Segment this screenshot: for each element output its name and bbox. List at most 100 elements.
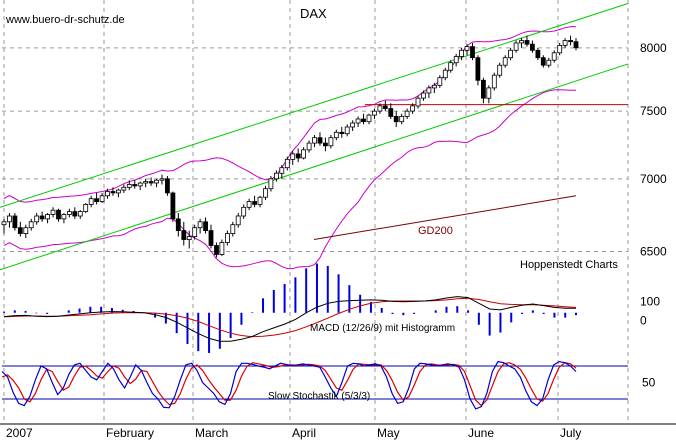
macd-panel (3, 263, 577, 353)
macd-tick-label: 100 (640, 294, 660, 308)
candle-body (475, 57, 481, 81)
candle-body (508, 49, 514, 59)
candle-body (410, 105, 416, 112)
stoch-title: Slow Stochastik (5/3/3) (268, 391, 370, 402)
candle-body (312, 137, 317, 144)
candle-body (170, 192, 176, 220)
candle-body (551, 52, 557, 61)
stochastic-panel (1, 360, 628, 410)
price-panel (0, 3, 629, 271)
candle-body (573, 41, 579, 49)
candle-body (164, 178, 170, 194)
candle-body (126, 184, 132, 188)
candle-body (546, 59, 552, 66)
y-tick-label: 7000 (640, 172, 667, 186)
candle-body (83, 203, 89, 212)
x-tick-label: 2007 (6, 426, 33, 440)
candle-body (252, 201, 258, 205)
candle-body (116, 189, 121, 194)
y-tick-label: 7500 (640, 104, 667, 118)
candle-body (137, 182, 143, 187)
candle-body (235, 215, 241, 226)
candle-body (257, 196, 263, 205)
y-tick-label: 8000 (640, 41, 667, 55)
candle-body (77, 211, 83, 217)
candle-body (366, 114, 372, 123)
candle-body (415, 97, 421, 107)
candle-body (148, 181, 154, 184)
candle-body (361, 118, 366, 122)
candle-body (377, 105, 383, 112)
candle-body (295, 153, 301, 159)
stoch-tick-label: 50 (642, 376, 656, 390)
channel-lower (0, 63, 629, 271)
candle-body (540, 57, 546, 66)
candle-body (39, 215, 45, 220)
candle-body (524, 40, 530, 45)
x-tick-label: June (468, 426, 494, 440)
candle-body (154, 179, 159, 184)
candle-body (67, 211, 72, 215)
candle-body (99, 195, 105, 202)
stoch-k-line (1, 360, 577, 410)
candle-body (301, 149, 307, 159)
candle-body (279, 167, 285, 174)
candle-body (197, 221, 203, 229)
chart-title: DAX (300, 6, 327, 21)
candle-body (497, 64, 503, 76)
candle-body (17, 227, 23, 234)
candle-body (175, 218, 181, 231)
candle-body (306, 142, 312, 151)
candle-body (486, 87, 492, 99)
candle-body (393, 116, 399, 123)
source-label: Hoppenstedt Charts (520, 259, 618, 271)
bollinger-lower (3, 89, 576, 270)
grid (2, 0, 629, 424)
candle-body (350, 122, 356, 128)
candle-body (181, 230, 187, 240)
candle-body (322, 142, 328, 147)
candle-body (502, 57, 508, 66)
candle-body (56, 209, 61, 220)
candle-body (568, 40, 573, 43)
candle-body (437, 77, 443, 86)
candle-body (230, 224, 236, 234)
candle-body (464, 46, 470, 51)
candle-body (241, 206, 247, 217)
x-tick-label: July (560, 426, 581, 440)
candle-body (328, 137, 334, 147)
candle-body (448, 62, 454, 71)
candle-body (470, 46, 475, 59)
candle-body (317, 137, 323, 144)
candle-body (263, 188, 268, 198)
candle-body (246, 201, 252, 208)
candle-body (159, 178, 165, 181)
candle-body (12, 215, 18, 229)
candle-body (192, 227, 198, 237)
candle-body (344, 126, 350, 135)
candle-body (382, 105, 388, 109)
candle-body (421, 92, 426, 99)
x-tick-label: February (106, 426, 154, 440)
candle-body (50, 209, 56, 215)
candle-body (562, 40, 568, 46)
candle-body (431, 84, 437, 89)
candle-body (23, 227, 29, 234)
candle-body (535, 49, 541, 59)
candle-body (224, 233, 230, 243)
candle-body (28, 221, 34, 229)
x-tick-label: March (195, 426, 228, 440)
candle-body (491, 74, 497, 89)
candle-body (442, 69, 448, 79)
macd-line (3, 296, 576, 342)
candle-body (290, 153, 296, 160)
y-tick-label: 6500 (640, 245, 667, 259)
candle-body (388, 108, 394, 117)
candle-body (203, 221, 209, 232)
candle-body (121, 186, 127, 191)
candle-body (453, 56, 459, 64)
candle-body (88, 198, 94, 205)
axis-labels: 2007 February March April May June July 6500 700… (0, 41, 676, 440)
